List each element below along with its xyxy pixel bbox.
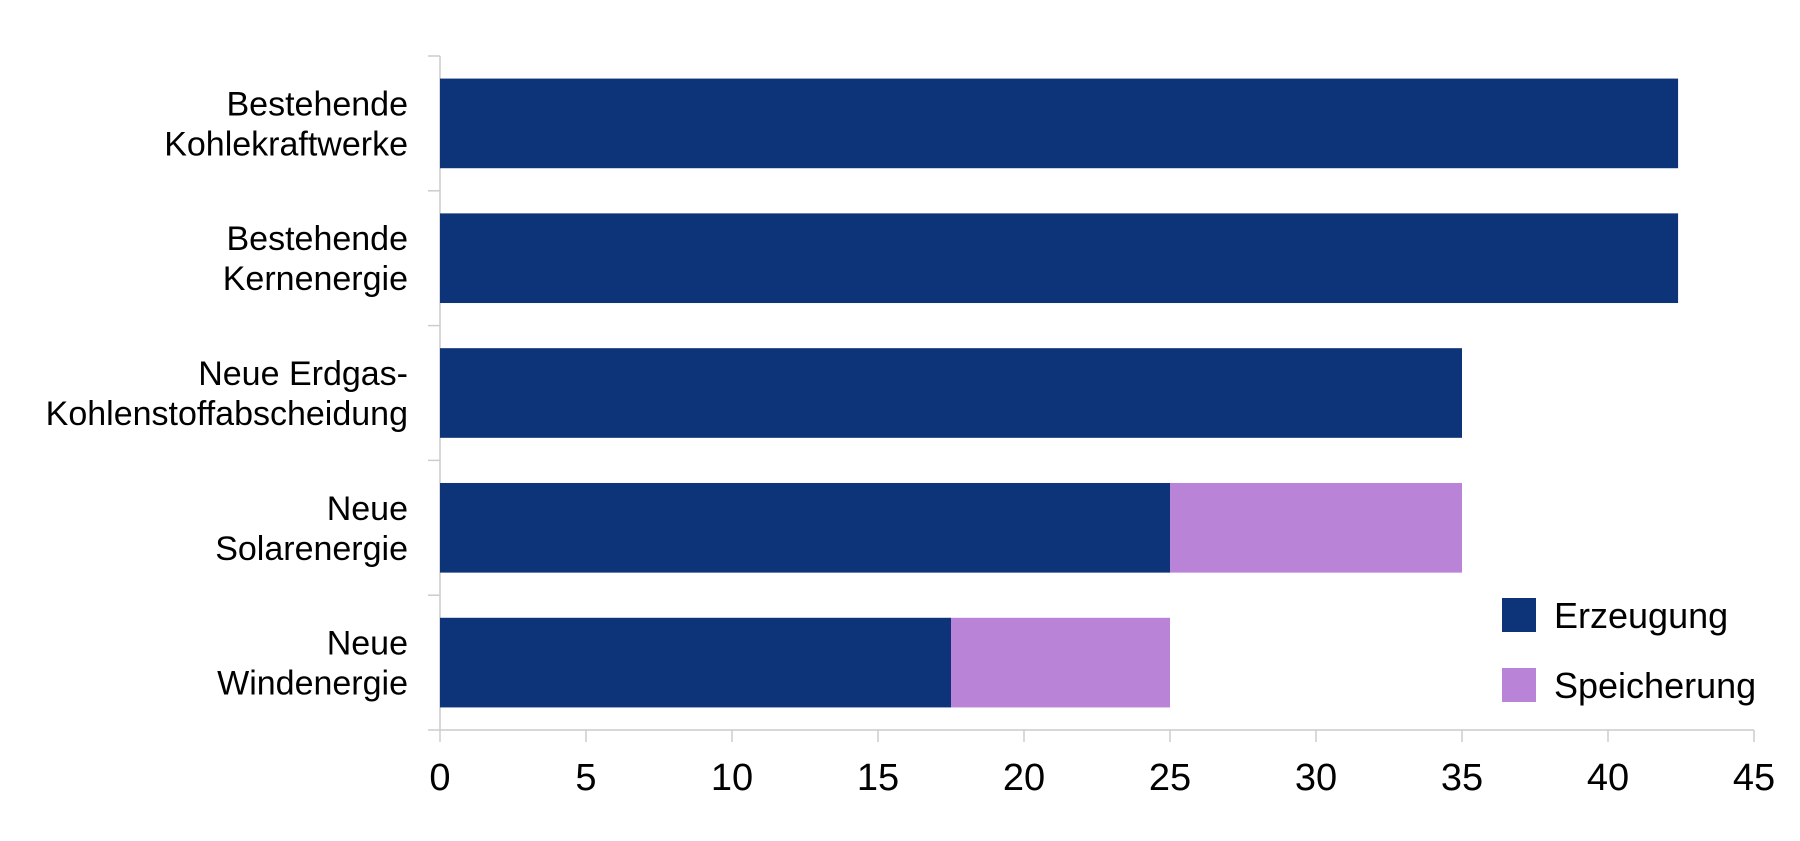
x-tick-label: 45: [1733, 757, 1775, 799]
x-tick-label: 25: [1149, 757, 1191, 799]
legend-label-erzeugung: Erzeugung: [1554, 595, 1728, 636]
category-label: Neue Solarenergie: [215, 490, 408, 568]
legend-swatch-speicherung: [1502, 668, 1536, 702]
bar-erzeugung-3: [440, 482, 1170, 573]
category-label: Neue Windenergie: [217, 625, 408, 703]
bar-speicherung-3: [1170, 482, 1462, 573]
category-label: Bestehende Kohlekraftwerke: [164, 85, 408, 163]
x-tick-label: 0: [429, 757, 450, 799]
x-tick-label: 5: [575, 757, 596, 799]
bar-speicherung-4: [951, 617, 1170, 708]
category-label: Neue Erdgas-Kohlenstoffabscheidung: [46, 355, 408, 433]
x-axis-ticks: [439, 730, 1755, 742]
x-tick-label: 40: [1587, 757, 1629, 799]
category-labels: Bestehende Kohlekraftwerke Bestehende Kerne…: [46, 85, 408, 702]
legend-swatch-erzeugung: [1502, 598, 1536, 632]
bar-erzeugung-2: [440, 348, 1462, 438]
bar-erzeugung-0: [440, 78, 1679, 169]
bars: [440, 78, 1679, 708]
y-axis-ticks: [428, 55, 440, 731]
legend-label-speicherung: Speicherung: [1554, 665, 1756, 706]
x-tick-label: 20: [1003, 757, 1045, 799]
x-tick-label: 30: [1295, 757, 1337, 799]
x-tick-label: 15: [857, 757, 899, 799]
bar-erzeugung-1: [440, 213, 1679, 304]
category-label: Bestehende Kernenergie: [223, 220, 408, 298]
bar-erzeugung-4: [440, 617, 951, 708]
x-tick-label: 35: [1441, 757, 1483, 799]
x-tick-label: 10: [711, 757, 753, 799]
legend: Erzeugung Speicherung: [1502, 595, 1756, 706]
x-tick-labels: 0 5 10 15 20 25 30 35 40 45: [429, 757, 1775, 799]
